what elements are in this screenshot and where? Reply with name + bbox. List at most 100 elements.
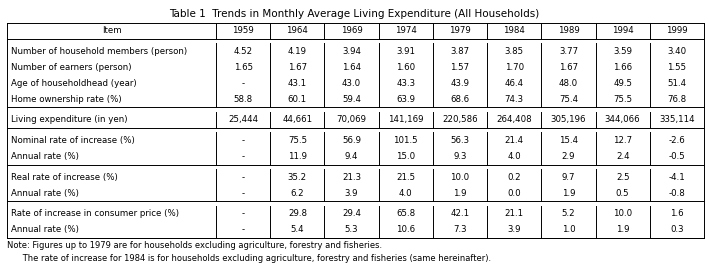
Text: 1.66: 1.66: [613, 63, 632, 72]
Text: -: -: [242, 79, 245, 88]
Text: 63.9: 63.9: [396, 95, 415, 104]
Text: 0.0: 0.0: [508, 189, 521, 198]
Text: -: -: [242, 209, 245, 218]
Text: 1.55: 1.55: [667, 63, 686, 72]
Text: 1999: 1999: [666, 26, 688, 35]
Text: 15.0: 15.0: [396, 152, 415, 161]
Text: 56.3: 56.3: [450, 136, 469, 145]
Text: 3.77: 3.77: [559, 47, 578, 55]
Text: 21.5: 21.5: [396, 173, 415, 182]
Text: 3.9: 3.9: [508, 225, 521, 234]
Text: 1994: 1994: [612, 26, 634, 35]
Text: 10.0: 10.0: [613, 209, 632, 218]
Text: 10.6: 10.6: [396, 225, 415, 234]
Text: 75.5: 75.5: [288, 136, 307, 145]
Text: 42.1: 42.1: [450, 209, 469, 218]
Text: Real rate of increase (%): Real rate of increase (%): [11, 173, 118, 182]
Text: 10.0: 10.0: [450, 173, 469, 182]
Text: 0.3: 0.3: [670, 225, 683, 234]
Text: 3.40: 3.40: [667, 47, 686, 55]
Text: 3.94: 3.94: [342, 47, 361, 55]
Text: -2.6: -2.6: [669, 136, 686, 145]
Text: 21.4: 21.4: [505, 136, 524, 145]
Text: 9.4: 9.4: [345, 152, 358, 161]
Text: 305,196: 305,196: [551, 116, 586, 124]
Text: 4.52: 4.52: [233, 47, 252, 55]
Text: 1959: 1959: [233, 26, 254, 35]
Text: 101.5: 101.5: [393, 136, 418, 145]
Text: 1.60: 1.60: [396, 63, 415, 72]
Text: -: -: [242, 189, 245, 198]
Text: 141,169: 141,169: [388, 116, 423, 124]
Text: 1.67: 1.67: [559, 63, 578, 72]
Text: 46.4: 46.4: [505, 79, 524, 88]
Text: 0.2: 0.2: [508, 173, 521, 182]
Text: Annual rate (%): Annual rate (%): [11, 152, 79, 161]
Text: 43.9: 43.9: [450, 79, 469, 88]
Text: Age of householdhead (year): Age of householdhead (year): [11, 79, 137, 88]
Text: 1989: 1989: [557, 26, 579, 35]
Text: 75.4: 75.4: [559, 95, 578, 104]
Text: 74.3: 74.3: [505, 95, 524, 104]
Text: Living expenditure (in yen): Living expenditure (in yen): [11, 116, 128, 124]
Text: 21.3: 21.3: [342, 173, 361, 182]
Text: 0.5: 0.5: [616, 189, 630, 198]
Text: 68.6: 68.6: [450, 95, 469, 104]
Text: 9.3: 9.3: [453, 152, 467, 161]
Text: 1.9: 1.9: [616, 225, 630, 234]
Text: Annual rate (%): Annual rate (%): [11, 225, 79, 234]
Text: 21.1: 21.1: [505, 209, 524, 218]
Text: 48.0: 48.0: [559, 79, 578, 88]
Text: 58.8: 58.8: [233, 95, 252, 104]
Text: 1.64: 1.64: [342, 63, 361, 72]
Text: The rate of increase for 1984 is for households excluding agriculture, forestry : The rate of increase for 1984 is for hou…: [7, 254, 491, 263]
Text: 60.1: 60.1: [288, 95, 307, 104]
Text: 29.4: 29.4: [342, 209, 361, 218]
Text: 70,069: 70,069: [337, 116, 367, 124]
Text: 3.91: 3.91: [396, 47, 415, 55]
Text: 25,444: 25,444: [228, 116, 258, 124]
Text: 1.70: 1.70: [505, 63, 524, 72]
Text: 11.9: 11.9: [288, 152, 307, 161]
Text: Number of earners (person): Number of earners (person): [11, 63, 131, 72]
Text: -0.8: -0.8: [669, 189, 686, 198]
Text: 43.3: 43.3: [396, 79, 415, 88]
Text: 3.59: 3.59: [613, 47, 632, 55]
Text: Item: Item: [101, 26, 121, 35]
Text: Note: Figures up to 1979 are for households excluding agriculture, forestry and : Note: Figures up to 1979 are for househo…: [7, 241, 382, 250]
Text: 43.0: 43.0: [342, 79, 361, 88]
Text: 2.9: 2.9: [562, 152, 575, 161]
Text: 15.4: 15.4: [559, 136, 578, 145]
Text: 1984: 1984: [503, 26, 525, 35]
Text: 44,661: 44,661: [282, 116, 313, 124]
Text: 5.2: 5.2: [562, 209, 575, 218]
Text: -: -: [242, 152, 245, 161]
Text: 1.65: 1.65: [233, 63, 252, 72]
Text: -4.1: -4.1: [669, 173, 686, 182]
Text: 4.0: 4.0: [508, 152, 521, 161]
Text: 1.6: 1.6: [670, 209, 683, 218]
Text: 49.5: 49.5: [613, 79, 632, 88]
Text: 1969: 1969: [341, 26, 362, 35]
Text: 344,066: 344,066: [605, 116, 640, 124]
Text: Nominal rate of increase (%): Nominal rate of increase (%): [11, 136, 135, 145]
Text: 59.4: 59.4: [342, 95, 361, 104]
Text: 1974: 1974: [395, 26, 417, 35]
Text: 335,114: 335,114: [659, 116, 695, 124]
Text: 1.9: 1.9: [453, 189, 467, 198]
Text: 12.7: 12.7: [613, 136, 632, 145]
Text: 5.3: 5.3: [345, 225, 359, 234]
Text: 3.85: 3.85: [505, 47, 524, 55]
Text: Table 1  Trends in Monthly Average Living Expenditure (All Households): Table 1 Trends in Monthly Average Living…: [169, 9, 540, 19]
Text: 2.5: 2.5: [616, 173, 630, 182]
Text: 1.0: 1.0: [562, 225, 575, 234]
Text: 3.9: 3.9: [345, 189, 358, 198]
Text: Number of household members (person): Number of household members (person): [11, 47, 187, 55]
Text: 264,408: 264,408: [496, 116, 532, 124]
Text: Home ownership rate (%): Home ownership rate (%): [11, 95, 122, 104]
Text: -0.5: -0.5: [669, 152, 686, 161]
Text: 3.87: 3.87: [450, 47, 469, 55]
Text: 4.0: 4.0: [399, 189, 413, 198]
Text: 220,586: 220,586: [442, 116, 478, 124]
Text: 1.9: 1.9: [562, 189, 575, 198]
